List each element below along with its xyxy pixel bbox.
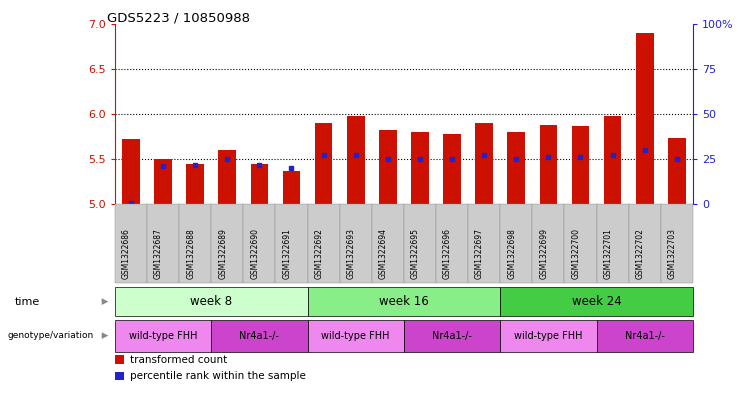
Bar xyxy=(475,123,493,204)
Text: GSM1322692: GSM1322692 xyxy=(315,228,324,279)
Text: genotype/variation: genotype/variation xyxy=(7,331,93,340)
Text: GSM1322686: GSM1322686 xyxy=(122,228,131,279)
Bar xyxy=(122,139,140,204)
Text: GSM1322702: GSM1322702 xyxy=(636,228,645,279)
Text: GSM1322687: GSM1322687 xyxy=(154,228,163,279)
Text: GSM1322688: GSM1322688 xyxy=(186,228,195,279)
Text: wild-type FHH: wild-type FHH xyxy=(514,331,582,341)
Text: GSM1322691: GSM1322691 xyxy=(282,228,291,279)
Text: GSM1322703: GSM1322703 xyxy=(668,228,677,279)
Text: week 24: week 24 xyxy=(571,295,622,308)
Text: GSM1322698: GSM1322698 xyxy=(508,228,516,279)
Text: Nr4a1-/-: Nr4a1-/- xyxy=(432,331,472,341)
Text: GSM1322693: GSM1322693 xyxy=(347,228,356,279)
Bar xyxy=(282,171,300,204)
Bar xyxy=(668,138,685,204)
Text: GSM1322701: GSM1322701 xyxy=(604,228,613,279)
Text: GSM1322689: GSM1322689 xyxy=(219,228,227,279)
Bar xyxy=(636,33,654,204)
Text: percentile rank within the sample: percentile rank within the sample xyxy=(130,371,305,381)
Text: GDS5223 / 10850988: GDS5223 / 10850988 xyxy=(107,12,250,25)
Text: GSM1322694: GSM1322694 xyxy=(379,228,388,279)
Bar xyxy=(347,116,365,204)
Bar xyxy=(315,123,333,204)
Bar xyxy=(443,134,461,204)
Text: week 16: week 16 xyxy=(379,295,429,308)
Bar xyxy=(154,159,172,204)
Text: time: time xyxy=(15,297,40,307)
Bar xyxy=(604,116,622,204)
Bar xyxy=(219,150,236,204)
Text: GSM1322697: GSM1322697 xyxy=(475,228,484,279)
Text: GSM1322699: GSM1322699 xyxy=(539,228,548,279)
Bar xyxy=(571,126,589,204)
Bar xyxy=(411,132,429,204)
Bar xyxy=(250,163,268,204)
Bar xyxy=(186,163,204,204)
Bar xyxy=(508,132,525,204)
Text: week 8: week 8 xyxy=(190,295,232,308)
Text: GSM1322696: GSM1322696 xyxy=(443,228,452,279)
Text: GSM1322695: GSM1322695 xyxy=(411,228,420,279)
Text: transformed count: transformed count xyxy=(130,354,227,365)
Text: Nr4a1-/-: Nr4a1-/- xyxy=(239,331,279,341)
Text: wild-type FHH: wild-type FHH xyxy=(322,331,390,341)
Bar xyxy=(379,130,396,204)
Text: GSM1322690: GSM1322690 xyxy=(250,228,259,279)
Text: GSM1322700: GSM1322700 xyxy=(571,228,580,279)
Text: wild-type FHH: wild-type FHH xyxy=(129,331,197,341)
Bar xyxy=(539,125,557,204)
Text: Nr4a1-/-: Nr4a1-/- xyxy=(625,331,665,341)
